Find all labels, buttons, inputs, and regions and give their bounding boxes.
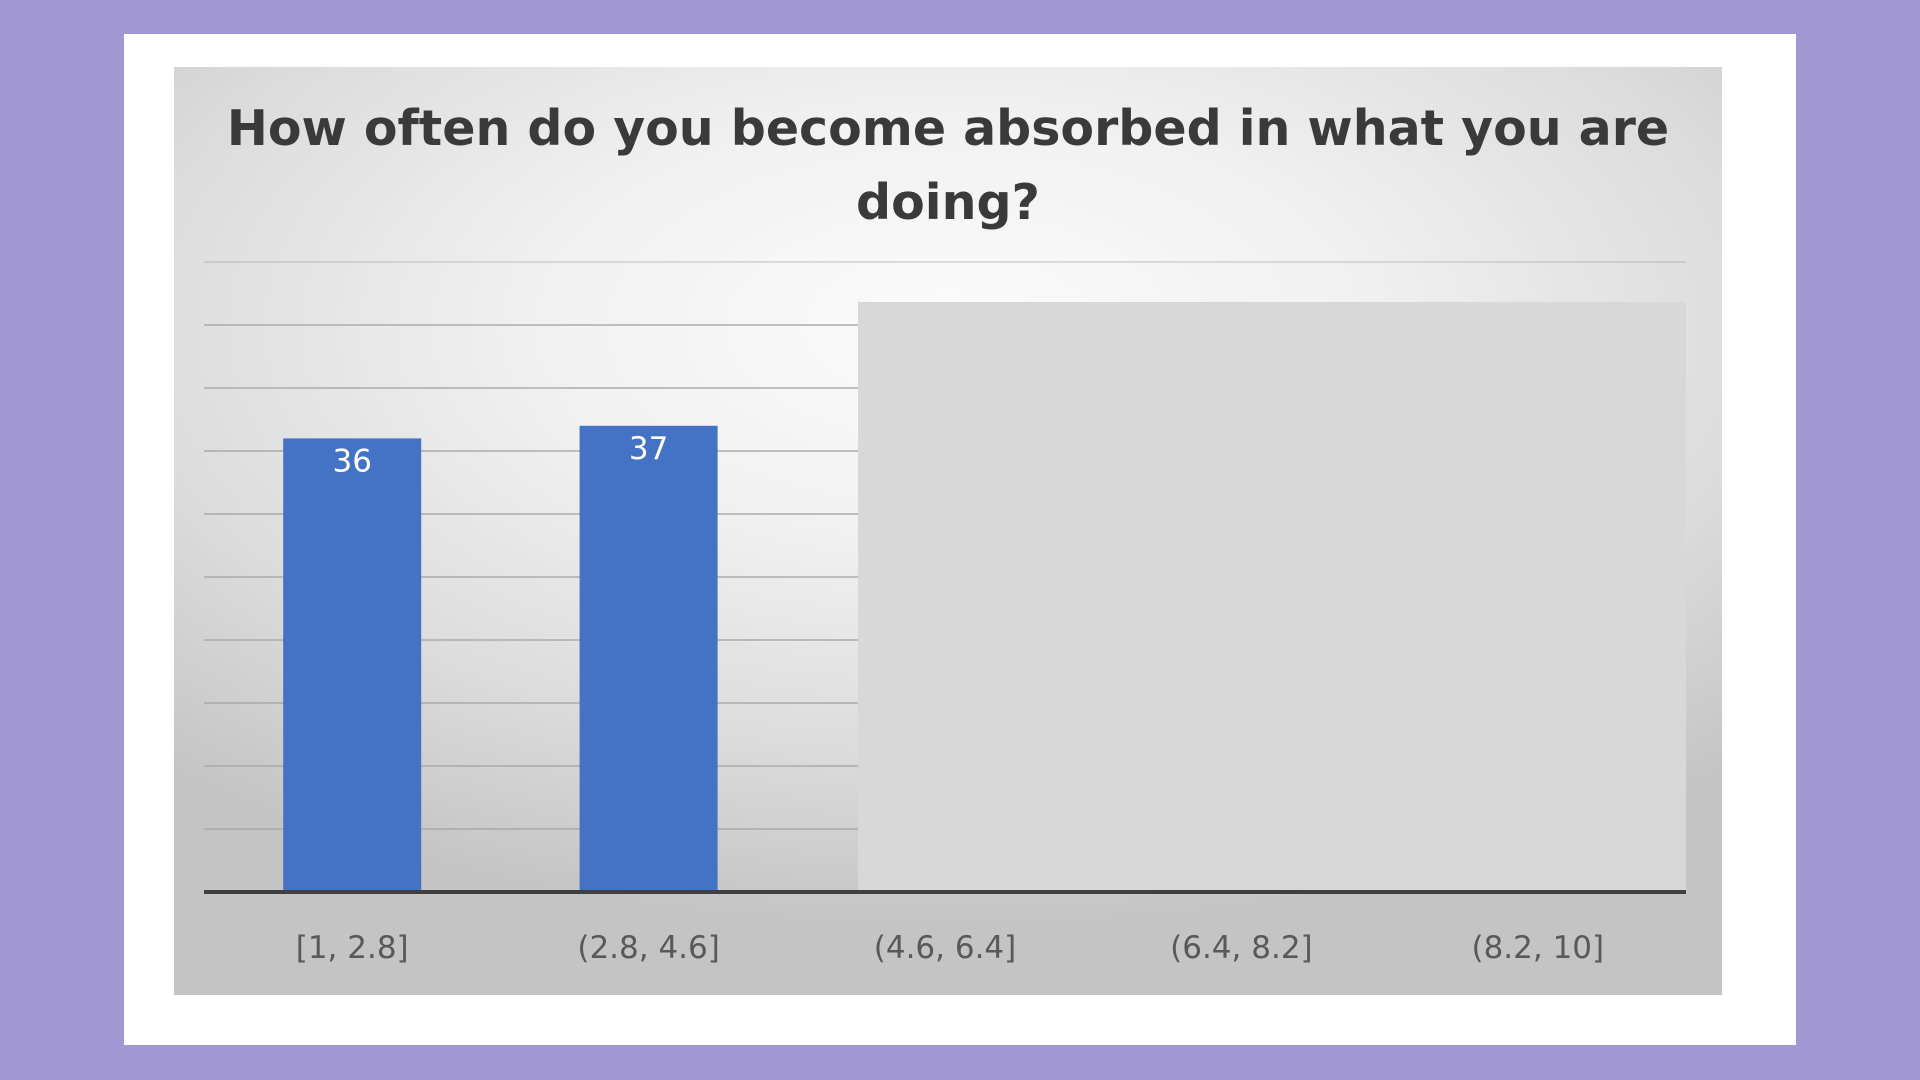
x-tick-label-4: (6.4, 8.2]	[1170, 930, 1313, 966]
bar-1	[283, 438, 422, 892]
bar-2	[579, 425, 718, 892]
chart-title: How often do you become absorbed in what…	[226, 100, 1670, 231]
x-tick-label-1: [1, 2.8]	[296, 930, 409, 966]
data-label-1: 36	[332, 443, 371, 479]
obscured-region	[858, 302, 1686, 890]
x-tick-label-3: (4.6, 6.4]	[874, 930, 1017, 966]
x-tick-label-2: (2.8, 4.6]	[577, 930, 720, 966]
data-label-2: 37	[629, 431, 668, 467]
x-tick-label-5: (8.2, 10]	[1471, 930, 1604, 966]
x-tick-labels: [1, 2.8] (2.8, 4.6] (4.6, 6.4] (6.4, 8.2] (8…	[296, 930, 1604, 966]
data-labels: 36 37	[332, 431, 668, 480]
bars	[283, 425, 718, 892]
